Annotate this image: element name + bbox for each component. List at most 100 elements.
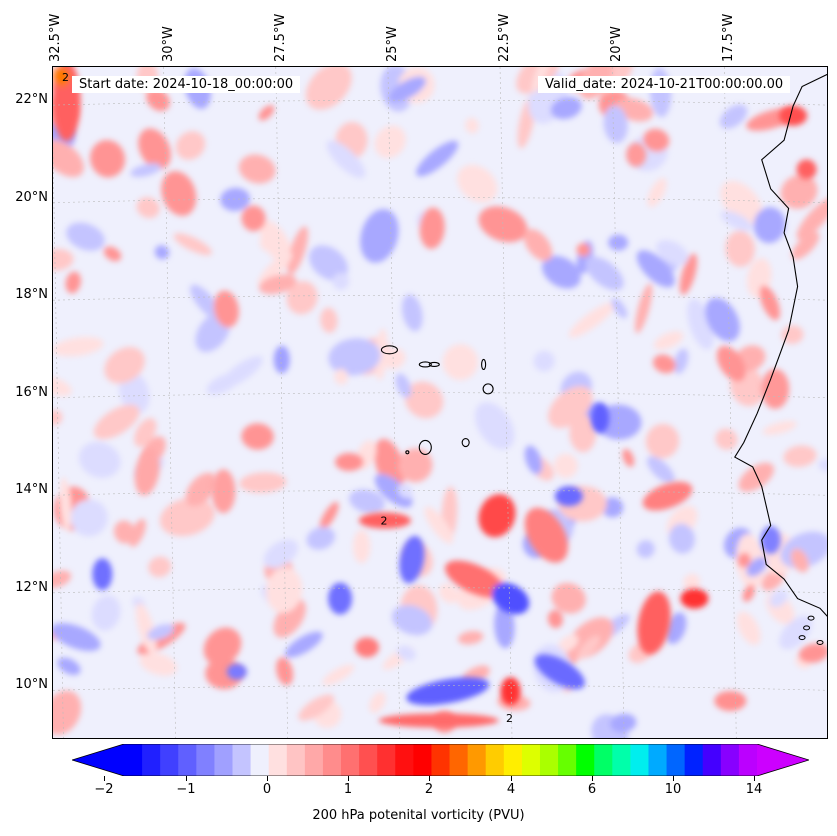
pv-feature [714,690,747,711]
positive-pv-blob [759,285,781,321]
parallel-line [53,392,827,399]
positive-pv-blob [442,344,479,380]
negative-pv-blob [646,456,675,484]
negative-pv-blob [416,140,459,177]
positive-pv-blob [139,652,178,676]
positive-pv-blob [577,635,601,660]
positive-pv-blob [653,331,684,350]
positive-pv-blob [103,246,122,262]
colorbar-segment [594,744,613,776]
negative-pv-blob [719,104,748,129]
island-outline [418,361,432,368]
colorbar-tick-mark [592,776,593,781]
positive-pv-blob [458,630,484,645]
positive-pv-blob [716,345,746,382]
negative-pv-blob [636,540,655,558]
negative-pv-blob [753,207,786,244]
positive-pv-blob [161,171,197,216]
positive-pv-blob [257,252,293,286]
negative-pv-blob [611,297,628,319]
positive-pv-blob [203,627,242,666]
colorbar-segment [558,744,577,776]
cape-verde-islands [380,345,494,455]
contour-label: 2 [506,712,513,725]
negative-pv-blob [550,96,582,120]
lat-label: 14°N [15,482,48,498]
negative-pv-blob [360,209,399,263]
colorbar-tick-mark [673,776,674,781]
negative-pv-blob [665,612,687,644]
graticule [53,67,827,738]
parallel-line [53,99,827,106]
positive-pv-blob [287,226,309,275]
island-outline [803,625,811,631]
negative-pv-blob [78,441,121,478]
positive-pv-blob [762,420,797,435]
map-panel[interactable]: 2 2 2 [52,66,828,739]
negative-pv-blob [374,473,413,508]
negative-pv-blob [263,539,299,569]
colorbar-segment [250,744,270,776]
negative-pv-blob [610,713,637,733]
colorbar-segment [485,744,505,776]
lat-label: 18°N [15,287,48,303]
positive-pv-blob [53,336,104,357]
colorbar-segment [196,744,216,776]
colorbar-segment [268,744,288,776]
strong-pv-features [53,67,817,728]
positive-pv-blob [93,404,140,440]
positive-pv-blob [159,497,215,537]
negative-pv-blob [328,338,381,376]
positive-pv-blob [241,205,266,232]
island-outline [405,450,410,455]
positive-pv-blob [548,386,593,428]
positive-pv-blob [258,105,275,121]
positive-pv-blob [642,128,670,152]
negative-pv-blob [585,256,624,291]
positive-pv-blob [374,125,406,158]
lat-label: 20°N [15,189,48,205]
negative-pv-blob [818,458,827,472]
pv-feature [637,591,671,655]
positive-pv-blob [622,448,635,467]
pv-feature [779,105,808,126]
colorbar-segment [503,744,523,776]
negative-pv-blob [206,373,239,395]
pv-feature [642,481,693,511]
positive-pv-blob [185,472,217,507]
negative-pv-blob [332,272,350,290]
negative-pv-blob [533,350,555,372]
positive-pv-blob [404,381,444,419]
negative-pv-blob [524,445,543,475]
colorbar-tick-mark [267,776,268,781]
negative-pv-blob [401,294,423,332]
positive-pv-blob [239,472,287,493]
colorbar-segment [395,744,414,776]
colorbar-tick-mark [511,776,512,781]
negative-pv-blob [779,615,813,650]
parallel-line [53,685,827,691]
negative-pv-blob [603,105,628,144]
colorbar-tick-label: 2 [424,782,434,797]
pv-feature [358,512,411,529]
colorbar-tick-label: 4 [506,782,516,797]
colorbar-segment [178,744,197,776]
colorbar-tick-mark [186,776,187,781]
positive-pv-blob [53,376,72,396]
positive-pv-blob [645,423,680,459]
positive-pv-blob [53,690,82,735]
colorbar-tick-label: 1 [343,782,353,797]
positive-pv-blob [798,643,827,664]
positive-pv-blob [305,67,352,110]
positive-pv-blob [135,602,157,655]
positive-pv-blob [647,178,667,208]
lon-label: 22.5°W [497,13,513,62]
positive-pv-blob [65,271,81,294]
positive-pv-blob [424,506,454,544]
positive-pv-blob [322,664,355,686]
positive-pv-blob [683,573,701,590]
positive-pv-blob [276,657,294,686]
negative-pv-blob [668,523,695,554]
positive-pv-blob [148,556,172,578]
pv-feature [92,558,113,591]
